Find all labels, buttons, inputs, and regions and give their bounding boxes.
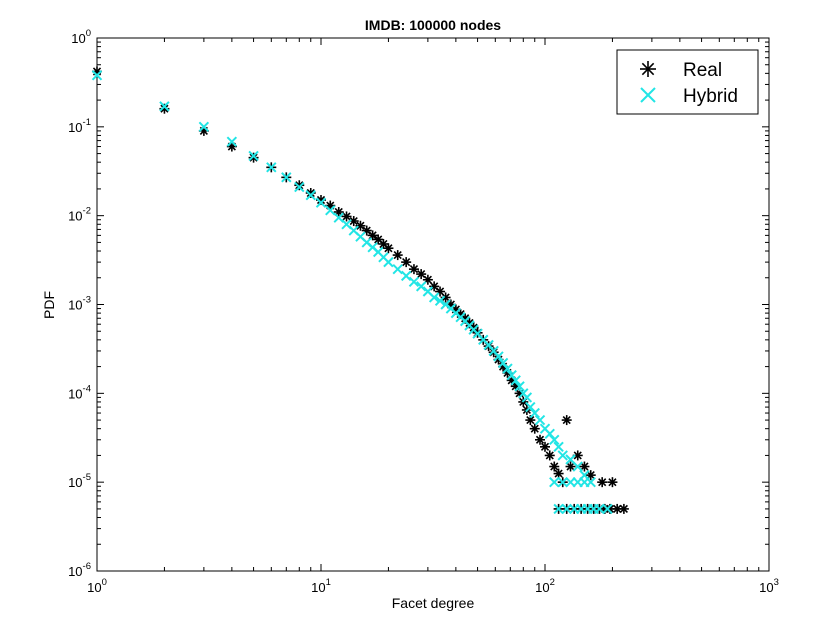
data-points: [91, 66, 629, 515]
data-point: [401, 257, 412, 268]
data-point: [514, 381, 525, 392]
data-point: [408, 276, 420, 288]
data-point: [383, 243, 394, 254]
data-point: [525, 401, 536, 413]
y-tick-label: 10-4: [68, 383, 91, 401]
data-point: [159, 101, 170, 112]
data-point: [544, 428, 555, 440]
data-point: [561, 503, 572, 515]
data-point: [248, 150, 259, 162]
data-point: [534, 414, 546, 426]
data-point: [579, 461, 590, 472]
legend-marker-real: [640, 61, 656, 77]
data-point: [565, 461, 576, 472]
x-tick-label: 100: [87, 577, 107, 595]
data-point: [502, 363, 513, 374]
data-point: [294, 180, 305, 191]
data-point: [367, 230, 378, 241]
y-tick-label: 10-1: [68, 117, 91, 135]
legend-marker-hybrid: [640, 87, 656, 103]
x-tick-label: 103: [759, 577, 779, 595]
data-point: [408, 264, 419, 275]
data-point: [510, 375, 521, 386]
y-tick-label: 10-3: [68, 295, 91, 313]
data-point: [305, 189, 316, 201]
x-axis-label: Facet degree: [392, 595, 475, 611]
data-point: [521, 392, 533, 403]
data-point: [315, 197, 327, 208]
y-tick-label: 100: [71, 28, 91, 46]
data-point: [325, 205, 336, 216]
data-point: [549, 476, 560, 488]
data-point: [91, 70, 103, 81]
chart-title: IMDB: 100000 nodes: [365, 17, 501, 33]
x-tick-label: 102: [535, 577, 555, 595]
data-point: [602, 503, 613, 515]
legend: Real Hybrid: [616, 49, 759, 115]
data-point: [572, 461, 583, 472]
data-point: [544, 450, 555, 461]
x-tick-label: 101: [311, 577, 331, 595]
plot-frame: [96, 37, 770, 572]
data-point: [493, 351, 504, 362]
data-point: [348, 216, 359, 227]
data-point: [428, 292, 440, 303]
data-point: [594, 503, 605, 515]
data-point: [557, 450, 568, 461]
data-point: [540, 441, 550, 452]
data-point: [553, 441, 564, 453]
data-point: [549, 461, 560, 472]
data-point: [266, 162, 277, 173]
data-point: [198, 121, 210, 133]
data-point: [378, 238, 389, 249]
data-point: [618, 503, 629, 514]
y-tick-label: 10-2: [68, 206, 91, 224]
data-point: [248, 152, 259, 163]
data-point: [294, 181, 305, 193]
data-point: [400, 270, 412, 282]
series-real: [92, 66, 629, 514]
data-point: [392, 263, 403, 275]
data-point: [341, 211, 352, 222]
data-point: [416, 269, 427, 280]
data-point: [597, 477, 608, 488]
data-point: [561, 415, 572, 426]
data-point: [281, 172, 292, 183]
data-point: [392, 250, 403, 261]
data-point: [383, 256, 394, 268]
data-point: [557, 476, 568, 488]
data-point: [415, 281, 427, 292]
data-point: [226, 136, 238, 147]
data-point: [607, 477, 618, 488]
y-tick-label: 10-6: [68, 561, 91, 579]
data-point: [355, 220, 366, 231]
data-point: [553, 503, 564, 515]
data-point: [553, 468, 564, 479]
legend-box: [616, 49, 759, 115]
y-tick-label: 10-5: [68, 472, 91, 490]
legend-label-real: Real: [683, 60, 722, 81]
data-point: [549, 434, 560, 445]
data-point: [434, 295, 446, 307]
x-axis-ticks: 100 101 102 103: [87, 38, 779, 595]
data-point: [440, 292, 451, 303]
y-axis-label: PDF: [41, 291, 57, 319]
data-point: [579, 476, 590, 488]
legend-label-hybrid: Hybrid: [683, 86, 738, 107]
y-axis-ticks: 10-6 10-5 10-4 10-3 10-2 10-1 100: [68, 28, 769, 579]
data-point: [529, 407, 540, 419]
data-point: [529, 423, 540, 434]
data-point: [535, 434, 546, 445]
series-hybrid: [91, 70, 613, 515]
